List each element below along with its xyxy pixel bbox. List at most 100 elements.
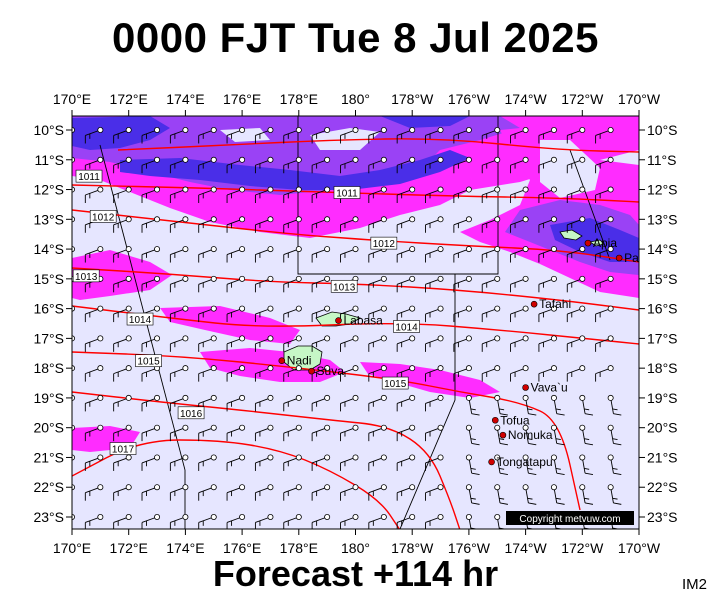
svg-text:1016: 1016 xyxy=(180,409,203,420)
lon-label-top: 176°E xyxy=(223,91,261,107)
lat-label-right: 22°S xyxy=(647,479,678,495)
wind-barb xyxy=(425,275,444,293)
lat-label-right: 14°S xyxy=(647,241,678,257)
svg-text:1011: 1011 xyxy=(336,189,358,200)
wind-barb xyxy=(141,514,161,529)
wind-barb xyxy=(522,454,537,476)
wind-barb xyxy=(465,454,480,476)
wind-barb xyxy=(481,127,501,144)
lon-label-top: 170°W xyxy=(618,91,661,107)
lon-label-top: 178°E xyxy=(280,91,318,107)
lon-label-top: 180° xyxy=(341,91,370,107)
wind-barb xyxy=(579,424,594,446)
wind-barb xyxy=(198,424,217,442)
wind-barb xyxy=(254,424,274,442)
wind-barb xyxy=(283,394,302,412)
lat-label-left: 12°S xyxy=(33,182,64,198)
lat-label-left: 17°S xyxy=(33,330,64,346)
copyright-text: Copyright metvuw.com xyxy=(519,514,620,525)
wind-barb xyxy=(226,305,246,323)
svg-text:Nomuka: Nomuka xyxy=(508,428,553,442)
wind-barb xyxy=(368,127,387,144)
wind-barb xyxy=(283,484,302,501)
svg-text:Tongatapu: Tongatapu xyxy=(497,455,553,469)
wind-barb xyxy=(566,365,586,382)
wind-barb xyxy=(283,514,302,529)
isobar-label: 1014 xyxy=(393,320,420,333)
wind-barb xyxy=(425,365,444,382)
image-code: IM2 xyxy=(681,576,707,593)
wind-barb xyxy=(283,246,302,263)
wind-barb xyxy=(566,216,586,233)
place-labasa: Labasa xyxy=(335,314,383,328)
wind-barb xyxy=(169,365,189,382)
wind-barb xyxy=(311,514,331,529)
wind-barb xyxy=(113,216,132,233)
wind-barb xyxy=(522,484,537,505)
wind-barb xyxy=(453,365,472,382)
wind-barb xyxy=(141,127,161,144)
wind-barb xyxy=(538,365,557,382)
wind-barb xyxy=(368,424,387,442)
wind-barb xyxy=(425,305,444,323)
lon-label-bottom: 180° xyxy=(341,540,370,556)
wind-barb xyxy=(425,335,444,352)
wind-barb xyxy=(141,424,161,442)
rain-band-north-heavy-2 xyxy=(120,150,470,190)
wind-barb xyxy=(425,127,444,144)
svg-text:Tafahi: Tafahi xyxy=(539,297,571,311)
wind-barb xyxy=(453,156,472,174)
wind-barb xyxy=(522,424,537,446)
wind-barb xyxy=(425,454,444,471)
land-viti-levu xyxy=(283,345,323,371)
wind-barb xyxy=(595,186,614,204)
wind-barb xyxy=(396,216,416,233)
lat-label-right: 21°S xyxy=(647,449,678,465)
lat-label-right: 10°S xyxy=(647,122,678,138)
wind-barb xyxy=(254,365,274,382)
place-markers: Apia Pago Pago Tafahi Labasa Nadi Suva Vava`u T… xyxy=(278,236,639,469)
lon-label-top: 172°E xyxy=(110,91,148,107)
wind-barb xyxy=(595,305,614,323)
wind-barb xyxy=(226,484,246,501)
place-suva: Suva xyxy=(308,364,345,378)
svg-text:1011: 1011 xyxy=(78,172,100,183)
lat-label-right: 19°S xyxy=(647,390,678,406)
lon-label-top: 172°W xyxy=(561,91,604,107)
wind-barb xyxy=(368,275,387,293)
lat-label-left: 18°S xyxy=(33,360,64,376)
isobar-1011 xyxy=(117,138,639,153)
wind-barb xyxy=(113,275,132,293)
isobar-1012 xyxy=(72,209,639,263)
isobar-label: 1013 xyxy=(72,269,100,283)
wind-barb xyxy=(607,394,622,416)
wind-barb xyxy=(254,216,274,233)
wind-barb xyxy=(550,394,565,416)
lat-label-right: 13°S xyxy=(647,211,678,227)
wind-barb xyxy=(538,186,557,204)
place-pago-pago: Pago Pago xyxy=(615,251,639,265)
wind-barb xyxy=(169,246,189,263)
wind-barb xyxy=(311,454,331,471)
wind-barb xyxy=(396,246,416,263)
wind-barb xyxy=(340,335,359,352)
wind-barb xyxy=(169,216,189,233)
wind-barb xyxy=(425,424,444,442)
wind-barb xyxy=(113,424,132,442)
wind-barb xyxy=(396,424,416,442)
isobar-1013 xyxy=(72,267,639,311)
wind-barb xyxy=(453,186,472,204)
wind-barb xyxy=(84,394,104,412)
svg-text:Apia: Apia xyxy=(593,236,617,250)
rain-patch-south-fiji xyxy=(360,362,500,398)
wind-barb xyxy=(368,454,387,471)
wind-barb xyxy=(368,335,387,352)
svg-text:Suva: Suva xyxy=(317,364,345,378)
lon-label-bottom: 172°E xyxy=(110,540,148,556)
wind-barb xyxy=(465,514,476,529)
wind-barb xyxy=(453,216,472,233)
svg-text:Tofua: Tofua xyxy=(500,413,530,427)
wind-barb xyxy=(510,275,529,293)
wind-barb xyxy=(226,186,246,204)
svg-text:Vava`u: Vava`u xyxy=(531,381,568,395)
